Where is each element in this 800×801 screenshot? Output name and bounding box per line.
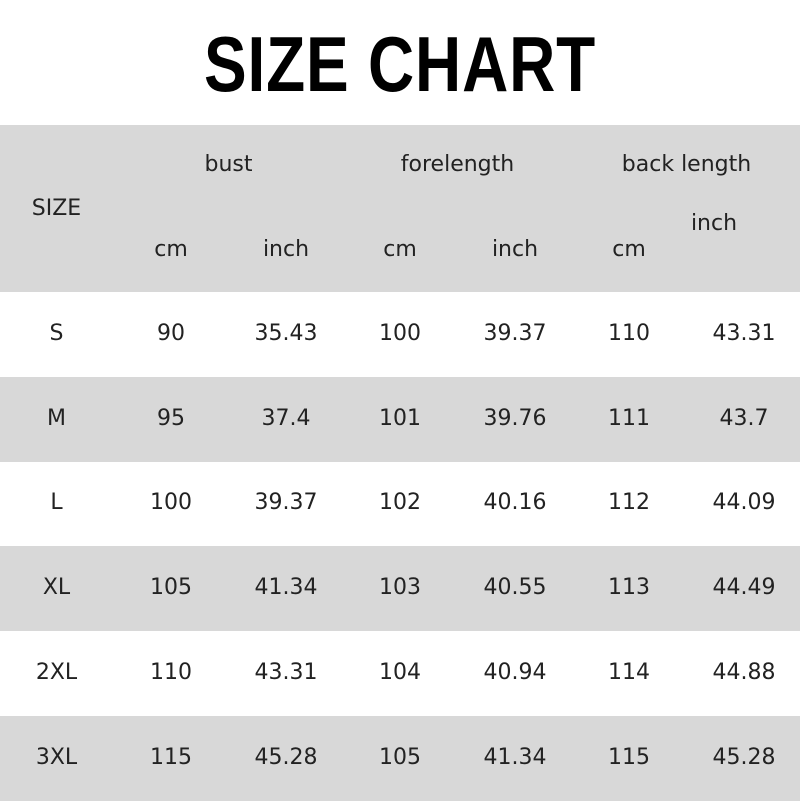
- value-cell: 37.4: [261, 405, 311, 431]
- size-cell: S: [49, 321, 64, 346]
- table-row: M 95 37.4 101 39.76 111 43.7: [0, 376, 800, 462]
- unit-header: cm: [612, 237, 646, 262]
- value-cell: 39.37: [483, 321, 547, 346]
- value-cell: 102: [379, 490, 421, 516]
- value-cell: 112: [608, 490, 650, 516]
- value-cell: 104: [379, 659, 421, 685]
- size-cell: 3XL: [35, 744, 78, 770]
- value-cell: 43.31: [254, 659, 318, 685]
- value-cell: 103: [379, 575, 421, 601]
- group-header-back-length: back length: [621, 152, 752, 177]
- value-cell: 114: [608, 659, 650, 685]
- group-header-bust: bust: [204, 152, 253, 177]
- value-cell: 43.7: [719, 405, 769, 431]
- group-header-forelength: forelength: [400, 152, 515, 177]
- value-cell: 45.28: [254, 744, 318, 770]
- unit-header: inch: [262, 237, 310, 262]
- value-cell: 90: [157, 321, 185, 346]
- value-cell: 110: [150, 659, 192, 685]
- value-cell: 44.88: [712, 659, 776, 685]
- table-header: SIZE bust forelength back length cm inch…: [0, 125, 800, 292]
- value-cell: 110: [608, 321, 650, 346]
- value-cell: 41.34: [483, 744, 547, 770]
- value-cell: 115: [150, 744, 192, 770]
- value-cell: 35.43: [254, 321, 318, 346]
- size-cell: L: [50, 490, 63, 516]
- value-cell: 100: [379, 321, 421, 346]
- table-row: S 90 35.43 100 39.37 110 43.31: [0, 292, 800, 377]
- value-cell: 40.94: [483, 659, 547, 685]
- table-row: 3XL 115 45.28 105 41.34 115 45.28: [0, 715, 800, 801]
- value-cell: 111: [608, 405, 650, 431]
- value-cell: 43.31: [712, 321, 776, 346]
- unit-header: cm: [383, 237, 417, 262]
- value-cell: 105: [150, 575, 192, 601]
- size-header: SIZE: [31, 196, 82, 221]
- unit-header: cm: [154, 237, 188, 262]
- value-cell: 39.37: [254, 490, 318, 516]
- value-cell: 101: [379, 405, 421, 431]
- value-cell: 105: [379, 744, 421, 770]
- value-cell: 40.55: [483, 575, 547, 601]
- value-cell: 44.09: [712, 490, 776, 516]
- table-row: 2XL 110 43.31 104 40.94 114 44.88: [0, 631, 800, 716]
- value-cell: 115: [608, 744, 650, 770]
- size-cell: XL: [42, 575, 71, 601]
- unit-header: inch: [690, 211, 738, 236]
- value-cell: 113: [608, 575, 650, 601]
- table-row: XL 105 41.34 103 40.55 113 44.49: [0, 546, 800, 632]
- size-cell: M: [47, 405, 66, 431]
- value-cell: 45.28: [712, 744, 776, 770]
- unit-header: inch: [491, 237, 539, 262]
- value-cell: 95: [157, 405, 185, 431]
- value-cell: 44.49: [712, 575, 776, 601]
- size-cell: 2XL: [35, 659, 78, 685]
- page-title: SIZE CHART: [204, 20, 596, 108]
- value-cell: 40.16: [483, 490, 547, 516]
- table-row: L 100 39.37 102 40.16 112 44.09: [0, 461, 800, 546]
- value-cell: 100: [150, 490, 192, 516]
- value-cell: 39.76: [483, 405, 547, 431]
- value-cell: 41.34: [254, 575, 318, 601]
